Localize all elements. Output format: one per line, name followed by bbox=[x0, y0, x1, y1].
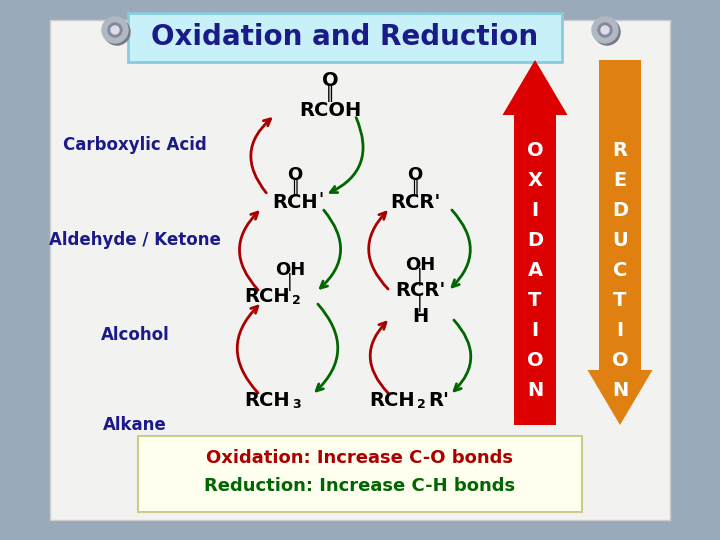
Text: Alcohol: Alcohol bbox=[101, 326, 169, 344]
Text: I: I bbox=[531, 200, 539, 219]
Circle shape bbox=[598, 23, 612, 37]
FancyBboxPatch shape bbox=[50, 20, 670, 520]
Circle shape bbox=[111, 26, 119, 34]
Circle shape bbox=[594, 19, 620, 45]
Text: 3: 3 bbox=[292, 397, 301, 410]
Text: T: T bbox=[613, 291, 626, 309]
Text: OH: OH bbox=[275, 261, 305, 279]
Text: ‖: ‖ bbox=[326, 84, 334, 102]
Text: RCR': RCR' bbox=[390, 192, 440, 212]
Text: Aldehyde / Ketone: Aldehyde / Ketone bbox=[49, 231, 221, 249]
Text: N: N bbox=[527, 381, 543, 400]
Text: RCH: RCH bbox=[272, 192, 318, 212]
Text: RCH: RCH bbox=[244, 390, 290, 409]
Text: 2: 2 bbox=[417, 397, 426, 410]
Text: RCR': RCR' bbox=[395, 281, 445, 300]
Text: U: U bbox=[612, 231, 628, 249]
Text: Reduction: Increase C-H bonds: Reduction: Increase C-H bonds bbox=[204, 477, 516, 495]
Text: O: O bbox=[527, 140, 544, 159]
Text: X: X bbox=[528, 171, 542, 190]
Text: O: O bbox=[527, 350, 544, 369]
Text: Carboxylic Acid: Carboxylic Acid bbox=[63, 136, 207, 154]
FancyArrow shape bbox=[503, 60, 567, 425]
Text: T: T bbox=[528, 291, 541, 309]
FancyArrow shape bbox=[588, 60, 652, 425]
Text: Oxidation: Increase C-O bonds: Oxidation: Increase C-O bonds bbox=[207, 449, 513, 467]
Text: H: H bbox=[412, 307, 428, 326]
Text: ‖: ‖ bbox=[291, 179, 299, 195]
Text: RCH: RCH bbox=[244, 287, 290, 306]
Circle shape bbox=[592, 17, 618, 43]
Circle shape bbox=[102, 17, 128, 43]
Text: E: E bbox=[613, 171, 626, 190]
Text: RCH: RCH bbox=[369, 390, 415, 409]
Text: Oxidation and Reduction: Oxidation and Reduction bbox=[151, 23, 539, 51]
Text: |: | bbox=[287, 273, 293, 291]
Text: R: R bbox=[613, 140, 628, 159]
Text: 2: 2 bbox=[292, 294, 301, 307]
Text: N: N bbox=[612, 381, 628, 400]
Text: R': R' bbox=[428, 390, 449, 409]
Text: O: O bbox=[408, 166, 423, 184]
Text: C: C bbox=[613, 260, 627, 280]
Text: O: O bbox=[612, 350, 629, 369]
Text: O: O bbox=[322, 71, 338, 90]
Text: ‖: ‖ bbox=[411, 179, 419, 195]
Text: I: I bbox=[616, 321, 624, 340]
Text: OH: OH bbox=[405, 256, 435, 274]
Text: Alkane: Alkane bbox=[103, 416, 167, 434]
Text: |: | bbox=[417, 294, 423, 312]
Text: RCOH: RCOH bbox=[299, 100, 361, 119]
FancyBboxPatch shape bbox=[138, 436, 582, 512]
Text: O: O bbox=[287, 166, 302, 184]
Text: A: A bbox=[528, 260, 543, 280]
Text: D: D bbox=[527, 231, 543, 249]
Text: D: D bbox=[612, 200, 628, 219]
Text: |: | bbox=[417, 268, 423, 286]
FancyBboxPatch shape bbox=[128, 13, 562, 62]
Circle shape bbox=[108, 23, 122, 37]
Text: ': ' bbox=[318, 191, 323, 209]
Text: I: I bbox=[531, 321, 539, 340]
Circle shape bbox=[104, 19, 130, 45]
Circle shape bbox=[601, 26, 609, 34]
